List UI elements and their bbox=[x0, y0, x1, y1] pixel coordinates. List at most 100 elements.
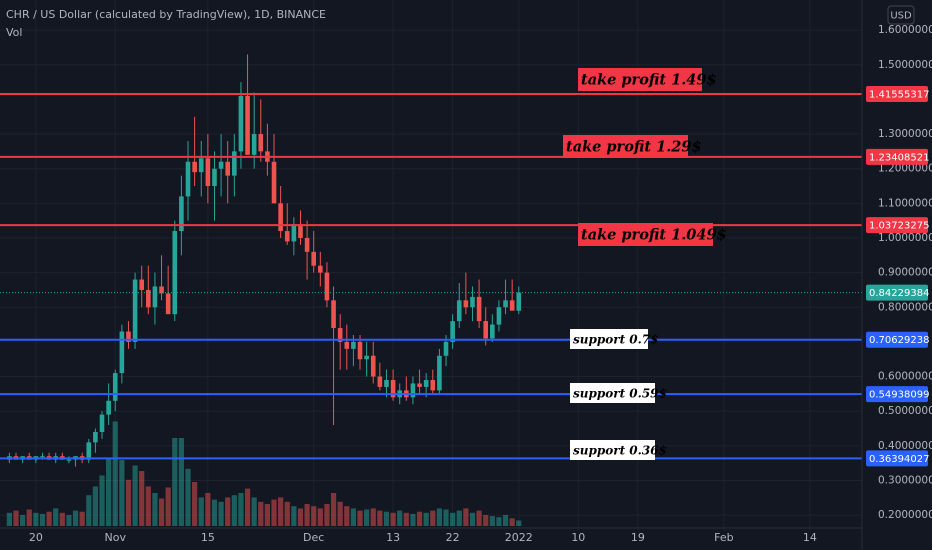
candle-body bbox=[324, 272, 330, 301]
annotation-text: support 0.59$ bbox=[573, 387, 667, 401]
candle-body bbox=[337, 328, 343, 342]
x-tick-label: 10 bbox=[571, 531, 585, 544]
candle-body bbox=[364, 355, 369, 360]
volume-bar bbox=[185, 468, 191, 526]
candle-body bbox=[476, 296, 482, 322]
volume-bar bbox=[205, 493, 211, 526]
candle-body bbox=[344, 341, 350, 349]
candle-body bbox=[496, 307, 502, 325]
currency[interactable]: USD bbox=[890, 11, 912, 22]
candle-body bbox=[86, 442, 92, 460]
volume-bar bbox=[33, 512, 39, 526]
candle-body bbox=[417, 383, 422, 387]
volume-bar bbox=[264, 504, 270, 526]
price-label-box bbox=[866, 86, 928, 103]
candle-body bbox=[430, 380, 436, 391]
volume-label: Vol bbox=[6, 26, 22, 39]
candle-body bbox=[132, 279, 138, 342]
volume-bar bbox=[165, 487, 171, 526]
candle-body bbox=[437, 355, 442, 391]
candle-body bbox=[443, 341, 449, 356]
candle-body bbox=[304, 237, 310, 252]
candle-body bbox=[456, 300, 462, 322]
volume-bar bbox=[139, 471, 145, 526]
volume-bar bbox=[238, 493, 244, 526]
candle-body bbox=[490, 324, 495, 339]
volume-bar bbox=[476, 510, 482, 526]
volume-bar bbox=[46, 511, 52, 526]
volume-bar bbox=[152, 493, 158, 526]
volume-bar bbox=[172, 438, 178, 526]
candle-body bbox=[251, 134, 257, 155]
candle-body bbox=[126, 331, 131, 342]
volume-bar bbox=[324, 504, 330, 526]
price-label: 1.23408521 bbox=[869, 152, 929, 163]
volume-bar bbox=[443, 509, 449, 526]
volume-bar bbox=[456, 510, 462, 526]
volume-bar bbox=[99, 475, 105, 526]
candle-body bbox=[119, 331, 125, 374]
annotation-text: support 0.36$ bbox=[573, 444, 667, 458]
price-label-box bbox=[866, 217, 928, 234]
volume-bar bbox=[72, 510, 79, 526]
volume-bar bbox=[311, 506, 317, 526]
volume-bar bbox=[145, 486, 151, 526]
volume-bar bbox=[112, 421, 118, 526]
volume-bar bbox=[158, 498, 165, 526]
volume-bar bbox=[211, 499, 218, 526]
annotation-box bbox=[570, 383, 655, 403]
grid bbox=[0, 0, 862, 530]
price-label: 0.36394027 bbox=[869, 454, 929, 465]
candle-body bbox=[245, 95, 250, 155]
price-label: 1.41555317 bbox=[869, 90, 929, 101]
candle-body bbox=[284, 231, 290, 242]
candle-body bbox=[351, 341, 356, 349]
x-tick-label: 15 bbox=[201, 531, 215, 544]
candle-body bbox=[503, 300, 508, 308]
candle-body bbox=[423, 380, 429, 387]
volume-bar bbox=[132, 465, 138, 526]
x-tick-label: 22 bbox=[446, 531, 460, 544]
levels: take profit 1.49$ take profit 1.29$ take p… bbox=[0, 68, 862, 460]
volume-bar bbox=[337, 501, 343, 526]
chart-title: CHR / US Dollar (calculated by TradingVi… bbox=[6, 8, 326, 21]
volume-bar bbox=[192, 482, 198, 526]
candle-body bbox=[146, 289, 151, 308]
candle-body bbox=[463, 300, 469, 308]
volume-bar bbox=[218, 501, 224, 526]
x-tick-label: 2022 bbox=[505, 531, 533, 544]
x-tick-label: 20 bbox=[29, 531, 43, 544]
candle-body bbox=[377, 376, 383, 387]
volume-bar bbox=[125, 479, 132, 526]
candle-body bbox=[410, 383, 416, 398]
annotation-text: take profit 1.049$ bbox=[581, 227, 727, 244]
candle-body bbox=[298, 224, 303, 238]
annotation-box bbox=[563, 135, 688, 158]
volume-bar bbox=[436, 508, 443, 526]
volume-bar bbox=[450, 512, 456, 526]
annotation-text: take profit 1.29$ bbox=[566, 139, 702, 156]
volume-bar bbox=[397, 510, 403, 526]
candle-body bbox=[357, 341, 363, 360]
candle-body bbox=[470, 296, 475, 308]
candle-body bbox=[106, 400, 111, 415]
volume-bar bbox=[390, 512, 396, 526]
candle-body bbox=[99, 414, 105, 432]
candle-body bbox=[331, 300, 336, 329]
candle-body bbox=[258, 134, 264, 152]
candle-body bbox=[139, 279, 145, 290]
candle-body bbox=[165, 293, 171, 315]
volume-bar bbox=[26, 509, 32, 526]
currency-box[interactable] bbox=[887, 5, 915, 25]
volume-bar bbox=[291, 506, 297, 526]
volume-bar bbox=[469, 512, 476, 526]
annotation-text: support 0.7$ bbox=[573, 333, 659, 347]
volume-pane bbox=[6, 421, 522, 526]
volume-bar bbox=[377, 510, 383, 526]
